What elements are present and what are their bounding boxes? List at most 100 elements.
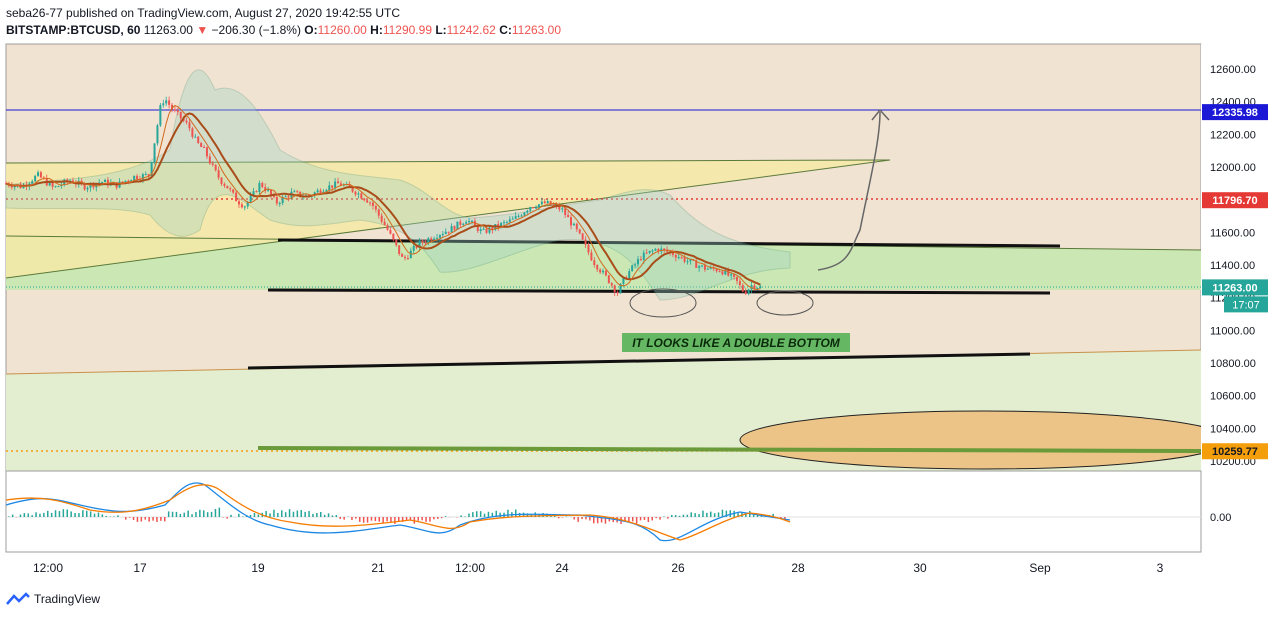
candle-body xyxy=(529,207,532,211)
macd-bar xyxy=(359,517,361,522)
candle-body xyxy=(141,174,144,180)
macd-bar xyxy=(772,513,774,517)
candle-body xyxy=(37,172,40,176)
candle-body xyxy=(124,180,127,183)
x-tick-label: 3 xyxy=(1157,561,1164,575)
candle-body xyxy=(756,287,759,289)
candle-body xyxy=(392,233,395,240)
candle-body xyxy=(456,221,459,230)
macd-bar xyxy=(682,514,685,517)
macd-bar xyxy=(148,517,150,522)
macd-bar xyxy=(335,515,338,517)
macd-bar xyxy=(164,517,166,522)
macd-bar xyxy=(218,507,221,517)
y-tick-label: 10800.00 xyxy=(1210,358,1256,370)
candle-body xyxy=(101,182,104,184)
macd-bar xyxy=(269,513,271,517)
macd-bar xyxy=(639,517,642,521)
macd-bar xyxy=(113,516,115,517)
macd-bar xyxy=(253,513,256,517)
macd-bar xyxy=(374,517,377,522)
candle-body xyxy=(549,200,552,205)
candle-body xyxy=(418,240,421,248)
macd-bar xyxy=(425,517,427,522)
tradingview-brand[interactable]: TradingView xyxy=(6,592,100,606)
macd-bar xyxy=(171,511,174,517)
candle-body xyxy=(395,239,398,246)
price-tag-last-price xyxy=(1202,279,1268,296)
candle-body xyxy=(401,254,404,257)
macd-bar xyxy=(659,517,661,520)
macd-bar xyxy=(331,515,334,517)
candle-body xyxy=(246,201,249,207)
macd-bar xyxy=(351,517,353,521)
candle-body xyxy=(567,214,570,218)
macd-bar xyxy=(401,517,404,522)
x-tick-label: Sep xyxy=(1029,561,1051,575)
candle-body xyxy=(433,238,436,241)
macd-bar xyxy=(323,514,326,517)
candle-body xyxy=(430,238,433,241)
candle-body xyxy=(503,222,506,224)
candle-body xyxy=(153,143,156,162)
macd-bar xyxy=(405,517,408,521)
candle-body xyxy=(523,212,526,216)
macd-bar xyxy=(58,511,61,517)
macd-bar xyxy=(628,517,630,522)
candle-body xyxy=(610,283,613,286)
candle-body xyxy=(121,181,124,183)
candle-body xyxy=(613,285,616,293)
candle-body xyxy=(532,207,535,209)
price-tag-orange-level xyxy=(1202,443,1268,460)
macd-bar xyxy=(370,517,373,521)
candle-body xyxy=(724,270,727,275)
macd-bar xyxy=(43,512,45,517)
neckline xyxy=(267,288,1051,295)
candle-body xyxy=(287,196,290,198)
candle-body xyxy=(698,266,701,268)
macd-bar xyxy=(702,510,704,517)
macd-bar xyxy=(499,512,501,517)
macd-bar xyxy=(249,514,252,517)
candle-body xyxy=(331,185,334,188)
macd-bar xyxy=(230,514,232,517)
macd-bar xyxy=(117,515,119,517)
macd-line xyxy=(5,482,791,542)
macd-bar xyxy=(398,517,400,522)
candle-body xyxy=(520,215,523,217)
candle-body xyxy=(31,181,34,184)
macd-bar xyxy=(671,515,673,517)
candle-body xyxy=(663,248,666,250)
candle-body xyxy=(558,205,561,210)
candle-body xyxy=(322,191,325,194)
high-value: 11290.99 xyxy=(382,23,432,37)
time-axis[interactable] xyxy=(6,552,1201,582)
candle-body xyxy=(444,231,447,234)
candle-body xyxy=(590,252,593,261)
price-tag-blue-level xyxy=(1202,104,1268,121)
candle-body xyxy=(666,249,669,252)
candle-body xyxy=(427,238,430,243)
resistance-line xyxy=(277,238,1061,248)
macd-bar xyxy=(191,514,193,517)
candle-body xyxy=(179,111,182,119)
macd-bar xyxy=(632,517,634,522)
candle-body xyxy=(374,206,377,210)
candle-body xyxy=(462,223,465,225)
macd-bar xyxy=(573,517,575,520)
macd-bar xyxy=(737,513,739,517)
candle-body xyxy=(689,259,692,262)
macd-bar xyxy=(429,517,431,522)
candle-body xyxy=(537,204,540,208)
macd-bar xyxy=(417,517,419,521)
price-tag-label: 10259.77 xyxy=(1212,446,1258,458)
candle-body xyxy=(296,191,299,193)
macd-bar xyxy=(195,512,197,517)
candle-body xyxy=(360,193,363,199)
macd-bar xyxy=(635,517,638,524)
macd-bar xyxy=(89,511,92,517)
candle-body xyxy=(147,174,150,177)
candle-body xyxy=(162,103,165,106)
candle-body xyxy=(727,270,730,276)
